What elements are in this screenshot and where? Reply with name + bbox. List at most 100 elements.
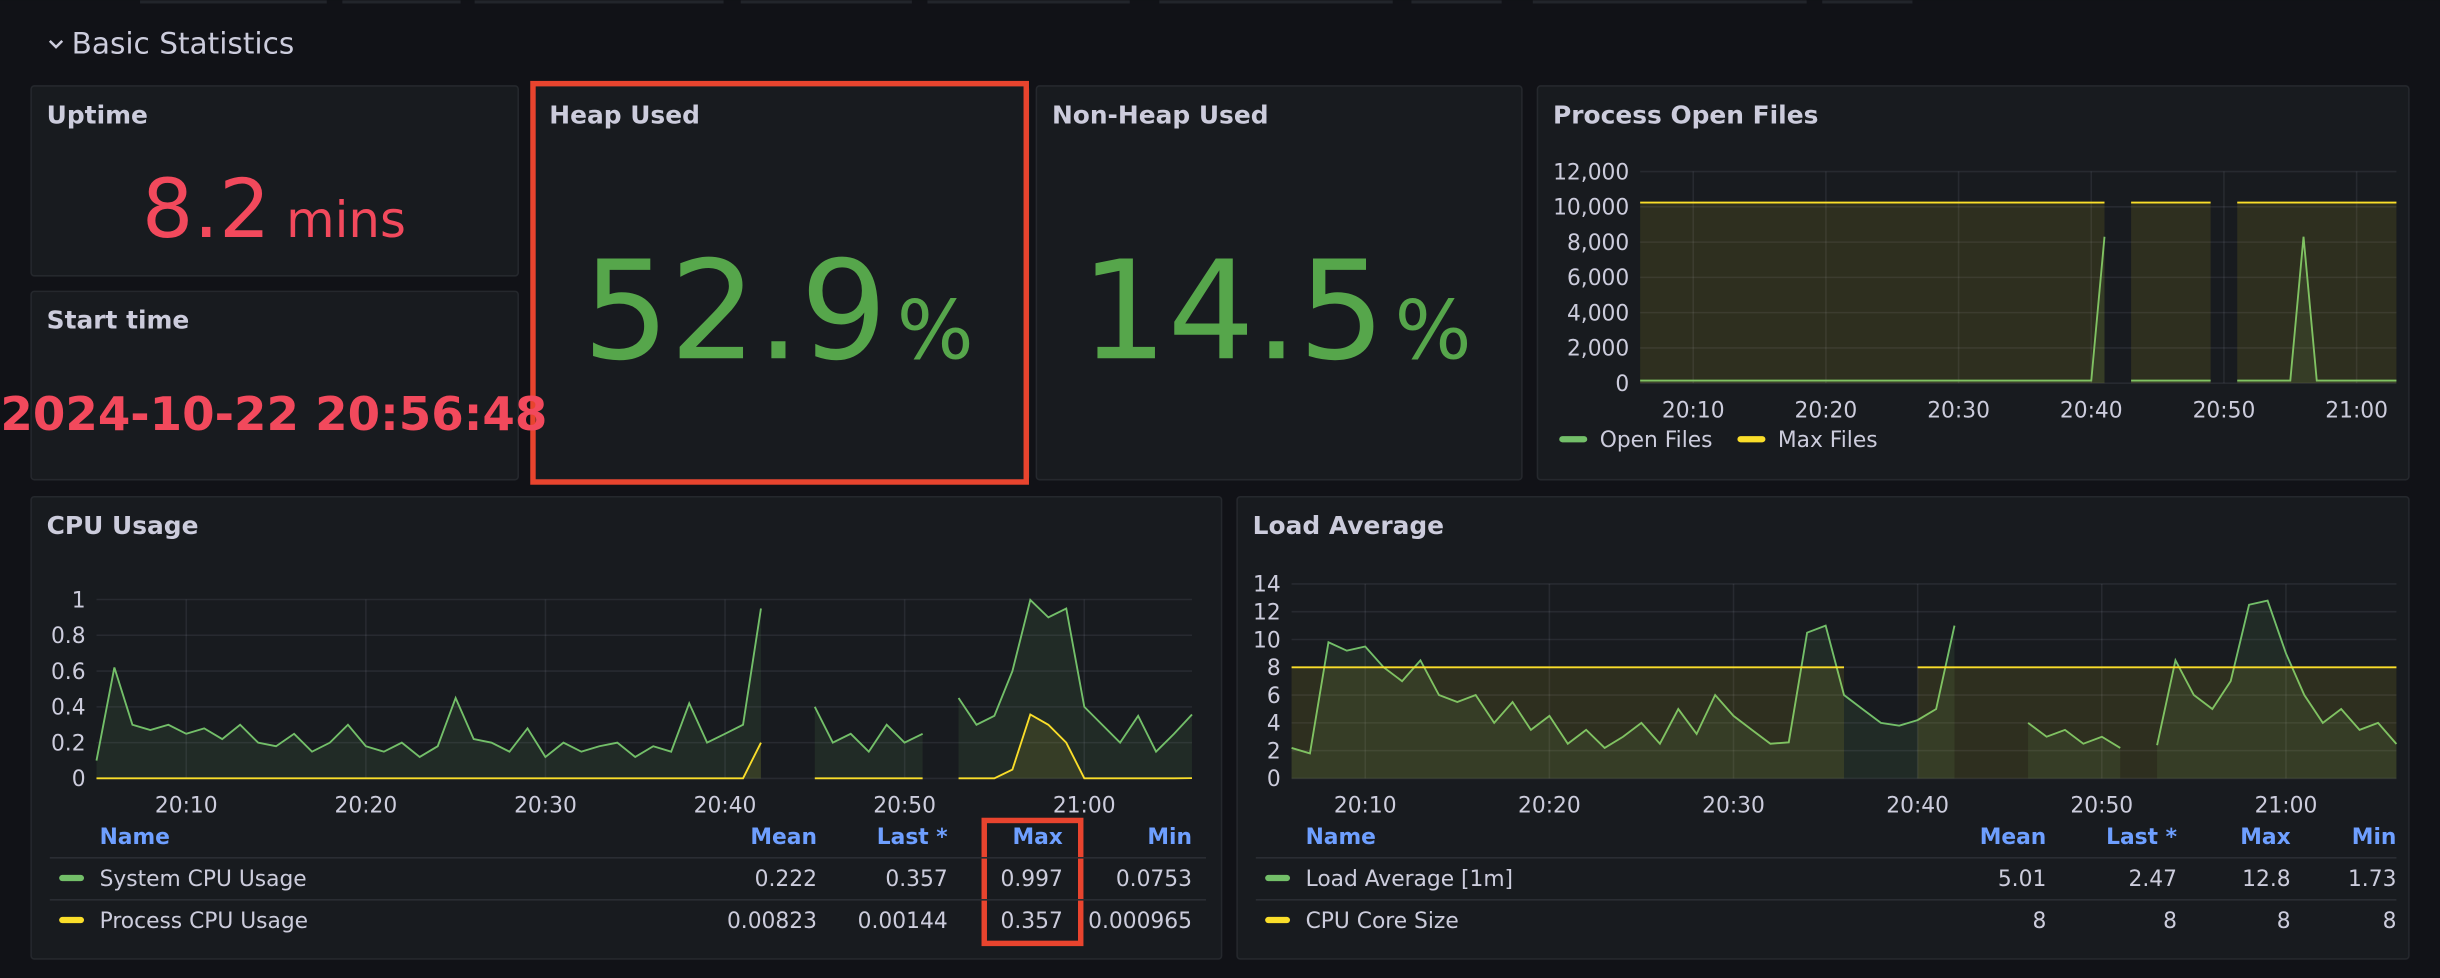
legend-label: Max Files: [1778, 428, 1878, 453]
y-tick-label: 0: [1267, 767, 1281, 792]
legend-stat: 0.357: [885, 867, 947, 892]
panel: [1035, 85, 1523, 481]
legend-stat: 12.8: [2242, 867, 2290, 892]
legend-stat: 0.00823: [727, 909, 817, 934]
x-tick-label: 20:50: [2070, 794, 2133, 819]
legend-name: System CPU Usage: [100, 867, 307, 892]
legend-stat: 0.00144: [858, 909, 948, 934]
highlight-box: [981, 817, 1084, 947]
stat-value: 52.9%: [583, 232, 974, 391]
stat-number: 52.9: [583, 232, 888, 391]
panel-title: Non-Heap Used: [1052, 100, 1269, 129]
y-tick-label: 0.4: [51, 696, 86, 721]
legend-header: Min: [2352, 825, 2397, 850]
panel: [30, 85, 519, 277]
series-line: [95, 598, 1193, 761]
legend-header: Name: [100, 825, 170, 850]
legend-stat: 1.73: [2348, 867, 2396, 892]
legend-header: Mean: [1980, 825, 2047, 850]
x-tick-label: 21:00: [2325, 398, 2388, 423]
stat-number: 2024-10-22 20:56:48: [0, 388, 547, 442]
legend-header: Max: [2240, 825, 2290, 850]
y-tick-label: 12,000: [1553, 160, 1629, 185]
series-line: [1640, 236, 2397, 382]
legend-stat: 0.0753: [1116, 867, 1192, 892]
x-tick-label: 20:30: [1702, 794, 1765, 819]
stat-value: 2024-10-22 20:56:48: [0, 388, 547, 442]
legend-header: Last *: [2106, 825, 2177, 850]
stat-value: 14.5%: [1080, 232, 1471, 391]
x-tick-label: 20:30: [514, 794, 577, 819]
x-tick-label: 20:40: [694, 794, 757, 819]
x-tick-label: 20:10: [1334, 794, 1397, 819]
top-bar: [140, 0, 1913, 4]
x-tick-label: 21:00: [1053, 794, 1116, 819]
stat-number: 14.5: [1080, 232, 1385, 391]
stat-value: 8.2 mins: [142, 163, 406, 257]
legend-name: CPU Core Size: [1306, 909, 1459, 934]
x-tick-label: 20:50: [873, 794, 936, 819]
stat-unit: mins: [286, 191, 406, 249]
y-tick-label: 10,000: [1553, 196, 1629, 221]
stat-number: 8.2: [142, 163, 271, 257]
legend-stat: 8: [2032, 909, 2046, 934]
panel-title: Uptime: [47, 100, 148, 129]
legend-name: Process CPU Usage: [100, 909, 308, 934]
y-tick-label: 14: [1253, 573, 1281, 598]
legend-header: Last *: [877, 825, 948, 850]
x-tick-label: 20:20: [1518, 794, 1581, 819]
y-tick-label: 0.6: [51, 660, 86, 685]
stat-unit: %: [897, 284, 974, 378]
x-tick-label: 21:00: [2255, 794, 2318, 819]
y-tick-label: 4: [1267, 712, 1281, 737]
panel-title: CPU Usage: [47, 511, 199, 540]
y-tick-label: 4,000: [1567, 301, 1629, 326]
x-tick-label: 20:10: [155, 794, 218, 819]
y-tick-label: 2,000: [1567, 337, 1629, 362]
y-tick-label: 1: [72, 588, 86, 613]
x-tick-label: 20:20: [1795, 398, 1858, 423]
stat-unit: %: [1395, 284, 1472, 378]
y-tick-label: 6: [1267, 684, 1281, 709]
legend-stat: 8: [2277, 909, 2291, 934]
legend-header: Min: [1147, 825, 1192, 850]
panel-title: Load Average: [1253, 511, 1444, 540]
series-area: [1640, 202, 2397, 384]
panel: [1236, 496, 2410, 960]
legend-header: Name: [1306, 825, 1376, 850]
legend-name: Load Average [1m]: [1306, 867, 1513, 892]
x-tick-label: 20:40: [1886, 794, 1949, 819]
legend-stat: 8: [2383, 909, 2397, 934]
panel-title: Start time: [47, 306, 190, 335]
y-tick-label: 8: [1267, 656, 1281, 681]
legend-stat: 0.000965: [1088, 909, 1192, 934]
panel: [30, 496, 1223, 960]
y-tick-label: 0.8: [51, 624, 86, 649]
y-tick-label: 8,000: [1567, 231, 1629, 256]
legend-header: Mean: [750, 825, 817, 850]
series-area: [1291, 667, 2397, 779]
highlight-box: [530, 80, 1029, 485]
y-tick-label: 0.2: [51, 731, 86, 756]
legend-stat: 0.357: [1001, 909, 1063, 934]
y-tick-label: 0: [1615, 372, 1629, 397]
series-line: [1291, 599, 2398, 755]
y-tick-label: 10: [1253, 628, 1281, 653]
y-tick-label: 0: [72, 767, 86, 792]
section-title[interactable]: Basic Statistics: [72, 26, 295, 60]
x-tick-label: 20:40: [2060, 398, 2123, 423]
y-tick-label: 6,000: [1567, 266, 1629, 291]
legend-label: Open Files: [1600, 428, 1713, 453]
y-tick-label: 2: [1267, 739, 1281, 764]
x-tick-label: 20:10: [1662, 398, 1725, 423]
collapse-chevron[interactable]: [48, 39, 64, 49]
y-tick-label: 12: [1253, 600, 1281, 625]
legend-stat: 0.997: [1001, 867, 1063, 892]
legend-stat: 5.01: [1998, 867, 2046, 892]
series-line: [96, 713, 1192, 780]
series-area: [96, 599, 1192, 779]
legend-header: Max: [1012, 825, 1062, 850]
panel-title: Heap Used: [549, 100, 700, 129]
legend-stat: 2.47: [2129, 867, 2177, 892]
